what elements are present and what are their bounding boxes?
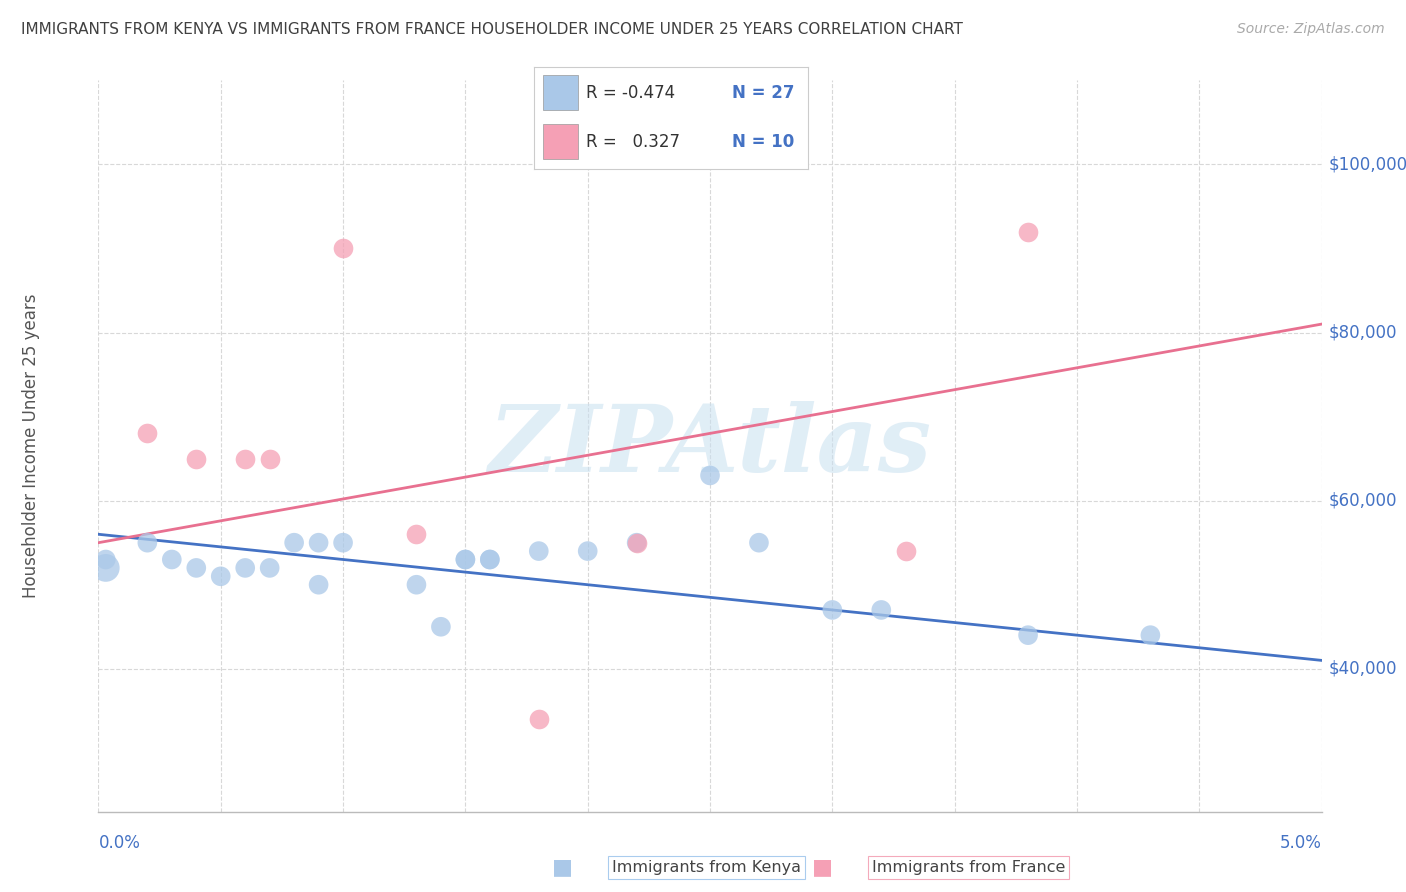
Point [454,552,477,566]
Point [699,468,721,483]
Point [894,544,917,558]
Text: Immigrants from France: Immigrants from France [872,860,1066,874]
Point [748,535,770,549]
Point [430,620,453,634]
Text: 0.0%: 0.0% [98,834,141,852]
Point [1017,628,1039,642]
Point [283,535,305,549]
Point [1017,225,1039,239]
Point [94,561,117,575]
Point [405,578,427,592]
Text: 5.0%: 5.0% [1279,834,1322,852]
Point [186,561,208,575]
Point [233,451,256,466]
Point [405,527,427,541]
Point [259,451,281,466]
Point [160,552,183,566]
Text: Householder Income Under 25 years: Householder Income Under 25 years [22,293,39,599]
Point [308,535,330,549]
Point [209,569,232,583]
Text: ■: ■ [813,857,832,877]
Text: R = -0.474: R = -0.474 [586,84,675,102]
Point [136,426,159,441]
Text: Source: ZipAtlas.com: Source: ZipAtlas.com [1237,22,1385,37]
Point [308,578,330,592]
Point [94,552,117,566]
Point [332,535,354,549]
Text: N = 10: N = 10 [731,133,794,151]
Point [821,603,844,617]
Text: IMMIGRANTS FROM KENYA VS IMMIGRANTS FROM FRANCE HOUSEHOLDER INCOME UNDER 25 YEAR: IMMIGRANTS FROM KENYA VS IMMIGRANTS FROM… [21,22,963,37]
Text: $40,000: $40,000 [1329,660,1398,678]
Point [454,552,477,566]
Point [576,544,599,558]
FancyBboxPatch shape [543,124,578,159]
Point [626,535,648,549]
Point [186,451,208,466]
FancyBboxPatch shape [543,75,578,110]
Point [527,712,550,726]
Text: ZIPAtlas: ZIPAtlas [488,401,932,491]
Point [527,544,550,558]
Point [478,552,501,566]
Point [332,242,354,256]
Text: R =   0.327: R = 0.327 [586,133,681,151]
Point [136,535,159,549]
Point [1139,628,1161,642]
Text: ■: ■ [553,857,572,877]
Point [626,535,648,549]
Text: $60,000: $60,000 [1329,491,1398,509]
Point [478,552,501,566]
Text: Immigrants from Kenya: Immigrants from Kenya [612,860,800,874]
Text: $100,000: $100,000 [1329,155,1406,173]
Text: N = 27: N = 27 [731,84,794,102]
Point [233,561,256,575]
Point [870,603,893,617]
Point [259,561,281,575]
Text: $80,000: $80,000 [1329,324,1398,342]
